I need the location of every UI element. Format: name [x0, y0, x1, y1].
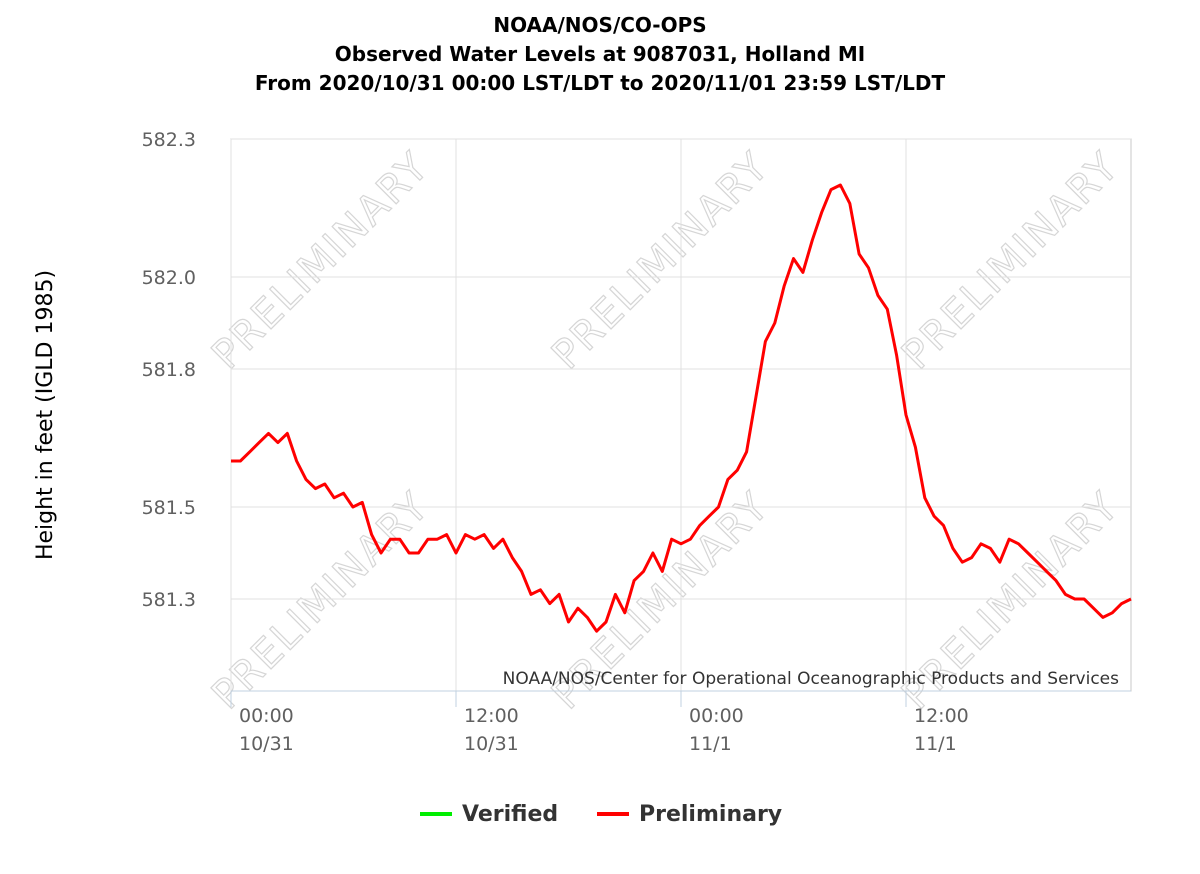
y-tick-label: 582.0: [142, 267, 196, 289]
x-tick-time: 00:00: [239, 705, 294, 727]
series-layer: [231, 183, 1132, 633]
legend-item-verified[interactable]: Verified: [420, 802, 558, 827]
legend[interactable]: Verified Preliminary: [420, 802, 782, 827]
y-tick-label: 582.3: [142, 129, 196, 151]
chart-title-line-2: Observed Water Levels at 9087031, Hollan…: [335, 42, 866, 66]
y-tick-label: 581.5: [142, 497, 196, 519]
x-tick-date: 11/1: [689, 733, 732, 755]
chart-title-line-1: NOAA/NOS/CO-OPS: [493, 13, 706, 37]
y-tick-label: 581.3: [142, 589, 196, 611]
chart-title-line-3: From 2020/10/31 00:00 LST/LDT to 2020/11…: [255, 71, 946, 95]
x-tick-labels: 00:00 10/31 12:00 10/31 00:00 11/1 12:00 11/1: [239, 705, 969, 755]
y-tick-labels: 582.3 582.0 581.8 581.5 581.3: [142, 129, 196, 611]
legend-label-preliminary: Preliminary: [639, 802, 782, 827]
grid-layer: [230, 138, 1131, 707]
x-tick-time: 12:00: [464, 705, 519, 727]
x-tick-date: 10/31: [464, 733, 519, 755]
x-tick-date: 10/31: [239, 733, 294, 755]
x-tick-date: 11/1: [914, 733, 957, 755]
y-tick-label: 581.8: [142, 359, 196, 381]
y-axis-label: Height in feet (IGLD 1985): [33, 270, 58, 560]
series-line-preliminary: [231, 183, 1132, 633]
x-tick-time: 00:00: [689, 705, 744, 727]
x-tick-time: 12:00: [914, 705, 969, 727]
legend-label-verified: Verified: [462, 802, 558, 827]
credit-text: NOAA/NOS/Center for Operational Oceanogr…: [503, 669, 1119, 689]
legend-item-preliminary[interactable]: Preliminary: [597, 802, 782, 827]
